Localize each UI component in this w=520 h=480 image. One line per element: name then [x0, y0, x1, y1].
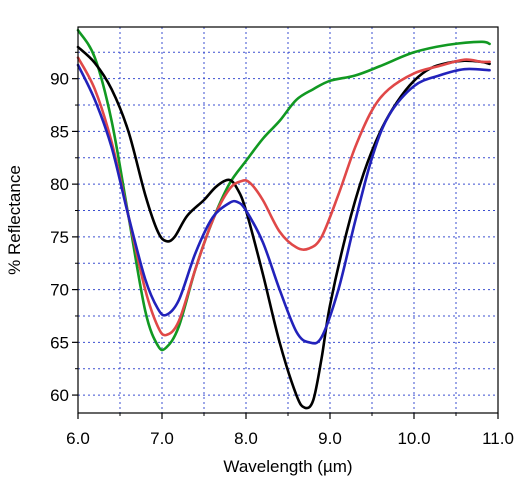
x-tick-label: 8.0 — [234, 429, 258, 448]
series-line — [76, 63, 491, 345]
y-tick-label: 80 — [50, 175, 69, 194]
y-tick-label: 60 — [50, 386, 69, 405]
x-tick-label: 9.0 — [318, 429, 342, 448]
axis-ticks: 6.0 7.0 8.0 9.0 10.0 11.0 60 65 70 75 80 85 90 — [50, 51, 514, 448]
x-tick-label: 7.0 — [150, 429, 174, 448]
x-tick-label: 10.0 — [397, 429, 430, 448]
y-axis-title: % Reflectance — [5, 165, 24, 275]
y-tick-label: 85 — [50, 122, 69, 141]
y-tick-label: 90 — [50, 70, 69, 89]
series-lines — [76, 28, 491, 410]
series-line — [76, 28, 491, 352]
series-line — [76, 45, 491, 410]
plot-frame — [77, 26, 499, 414]
series-line — [76, 56, 491, 337]
y-tick-label: 70 — [50, 281, 69, 300]
x-tick-label: 11.0 — [482, 429, 514, 448]
y-tick-label: 75 — [50, 228, 69, 247]
grid-lines — [78, 27, 498, 413]
x-axis-title: Wavelength (µm) — [223, 457, 352, 476]
y-tick-label: 65 — [50, 333, 69, 352]
x-tick-label: 6.0 — [66, 429, 90, 448]
